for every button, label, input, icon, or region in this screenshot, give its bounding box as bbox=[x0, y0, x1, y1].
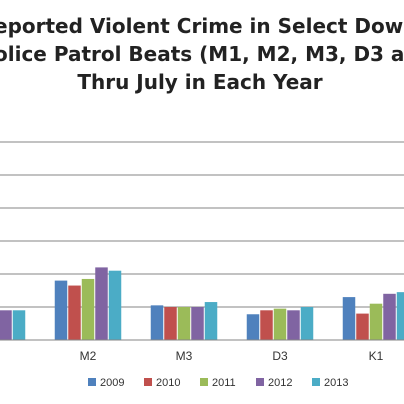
bar-unlabeled-2013 bbox=[12, 310, 26, 340]
legend-swatch bbox=[200, 378, 208, 386]
chart-title-line-1: eported Violent Crime in Select Downtown bbox=[0, 14, 404, 38]
bar-m3-2013 bbox=[204, 302, 218, 340]
bar-d3-2013 bbox=[300, 307, 314, 340]
legend-label: 2010 bbox=[156, 377, 180, 389]
bar-m3-2011 bbox=[177, 307, 191, 340]
bar-k1-2011 bbox=[369, 303, 383, 340]
bar-k1-2010 bbox=[356, 313, 369, 340]
x-tick-label: M3 bbox=[176, 349, 193, 363]
bar-m2-2009 bbox=[54, 280, 68, 340]
bar-m2-2011 bbox=[81, 278, 95, 340]
legend-label: 2009 bbox=[100, 377, 124, 389]
legend-label: 2012 bbox=[268, 377, 292, 389]
chart-title-line-3: Thru July in Each Year bbox=[77, 70, 322, 94]
bar-m2-2013 bbox=[108, 270, 122, 340]
bar-m2-2010 bbox=[68, 285, 81, 340]
bar-d3-2009 bbox=[246, 314, 260, 340]
x-tick-label: M2 bbox=[80, 349, 97, 363]
x-tick-labels: M2 M3 D3 K1 bbox=[80, 349, 384, 363]
bar-k1-2012 bbox=[383, 293, 396, 340]
bar-m2-2012 bbox=[95, 267, 108, 340]
bar-d3-2012 bbox=[287, 310, 300, 340]
bar-m3-2010 bbox=[164, 307, 177, 340]
bar-d3-2011 bbox=[273, 308, 287, 340]
bar-unlabeled-2012 bbox=[0, 310, 12, 340]
bar-k1-2013 bbox=[396, 292, 404, 340]
bar-d3-2010 bbox=[260, 310, 273, 340]
legend-swatch bbox=[256, 378, 264, 386]
legend-swatch bbox=[88, 378, 96, 386]
legend-label: 2013 bbox=[324, 377, 348, 389]
legend: 2009 2010 2011 2012 2013 bbox=[88, 377, 348, 389]
bars bbox=[0, 267, 404, 340]
bar-m3-2009 bbox=[150, 305, 164, 340]
bar-m3-2012 bbox=[191, 307, 204, 340]
legend-swatch bbox=[144, 378, 152, 386]
gridlines bbox=[0, 141, 404, 308]
chart-title-line-2: olice Patrol Beats (M1, M2, M3, D3 and K bbox=[0, 42, 404, 66]
x-tick-label: D3 bbox=[272, 349, 288, 363]
bar-k1-2009 bbox=[342, 297, 356, 340]
legend-swatch bbox=[312, 378, 320, 386]
legend-label: 2011 bbox=[212, 377, 236, 389]
x-tick-label: K1 bbox=[369, 349, 384, 363]
